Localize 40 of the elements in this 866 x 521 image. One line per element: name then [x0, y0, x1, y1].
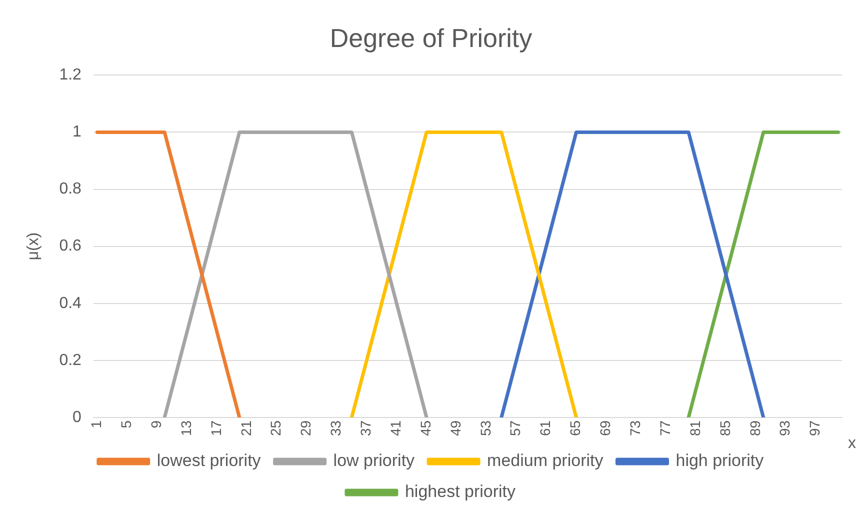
y-tick-label: 0.6 [59, 238, 82, 255]
legend-label: highest priority [404, 482, 516, 502]
y-axis-title: μ(x) [25, 232, 42, 260]
x-tick-label: 1 [88, 420, 104, 428]
x-tick-label: 49 [447, 420, 464, 436]
x-tick-label: 57 [507, 420, 524, 436]
legend-label: low priority [333, 451, 416, 470]
x-tick-label: 33 [328, 420, 344, 436]
y-tick-label: 0.8 [59, 180, 82, 198]
legend-label: lowest priority [156, 451, 262, 470]
x-tick-label: 21 [238, 420, 254, 436]
chart-title: Degree of Priority [330, 22, 532, 53]
y-tick-label: 0.4 [59, 294, 82, 312]
x-axis-title: x [848, 434, 856, 452]
x-tick-label: 65 [567, 420, 584, 436]
x-tick-label: 41 [387, 420, 404, 436]
y-tick-label: 1.2 [59, 66, 82, 84]
x-tick-label: 89 [746, 420, 763, 436]
x-tick-label: 69 [597, 420, 614, 436]
x-tick-label: 81 [686, 420, 703, 436]
x-tick-label: 17 [208, 420, 224, 436]
x-tick-label: 9 [148, 420, 164, 428]
y-tick-label: 1 [72, 124, 82, 141]
x-tick-label: 29 [298, 420, 314, 436]
y-tick-label: 0.2 [59, 352, 82, 369]
x-tick-label: 77 [656, 420, 673, 436]
x-tick-label: 93 [776, 420, 793, 436]
x-tick-label: 61 [537, 420, 554, 436]
x-tick-label: 85 [716, 420, 733, 436]
legend-label: high priority [676, 451, 764, 470]
x-tick-label: 13 [178, 420, 194, 436]
x-tick-label: 37 [358, 420, 374, 436]
x-tick-label: 73 [627, 420, 644, 436]
y-tick-label: 0 [72, 408, 82, 426]
x-tick-label: 5 [118, 420, 134, 428]
x-tick-label: 97 [806, 420, 823, 436]
x-tick-label: 53 [477, 420, 494, 436]
legend-label: medium priority [487, 451, 604, 470]
x-tick-label: 25 [268, 420, 284, 436]
x-tick-label: 45 [417, 420, 434, 436]
